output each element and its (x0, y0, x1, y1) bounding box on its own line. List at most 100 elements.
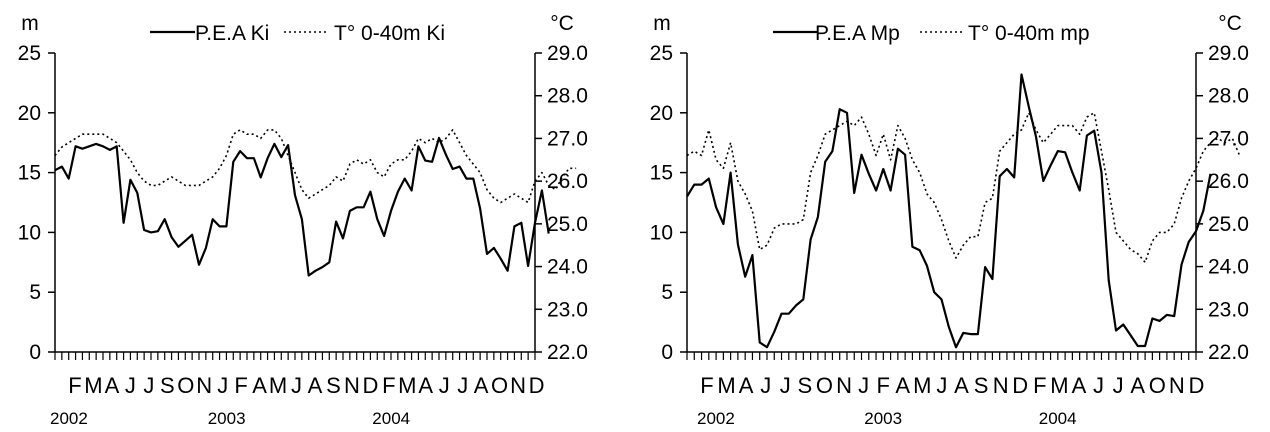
month-label: O (1149, 373, 1166, 398)
month-label: J (858, 373, 869, 398)
month-label: D (362, 373, 378, 398)
month-label: F (234, 373, 247, 398)
left-tick-label: 5 (29, 281, 41, 304)
left-tick-label: 15 (650, 162, 673, 185)
month-label: F (1033, 373, 1046, 398)
left-tick-label: 5 (661, 281, 673, 304)
month-label: D (529, 373, 545, 398)
left-tick-label: 15 (18, 162, 41, 185)
right-tick-label: 29.0 (1208, 42, 1249, 65)
year-label: 2004 (372, 409, 410, 428)
right-tick-label: 23.0 (1208, 298, 1249, 321)
month-label: J (217, 373, 228, 398)
series-line (686, 73, 1212, 349)
month-label: N (344, 373, 360, 398)
right-tick-label: 22.0 (547, 341, 588, 364)
month-label: M (913, 373, 931, 398)
legend-label: P.E.A Ki (195, 22, 269, 45)
month-label: A (954, 373, 969, 398)
left-tick-label: 0 (661, 341, 673, 364)
month-label: O (491, 373, 508, 398)
series-line (54, 136, 550, 277)
month-label: A (739, 373, 754, 398)
year-label: 2004 (1039, 409, 1077, 428)
month-label: M (1050, 373, 1068, 398)
month-label: D (1012, 373, 1028, 398)
chart-panel-mp: m °C 0 5 10 15 20 25 22.0 23.0 24.0 25.0 26.0 27.0 28.… (650, 12, 1249, 428)
right-tick-label: 28.0 (547, 85, 588, 108)
year-label: 2003 (864, 409, 902, 428)
year-label: 2003 (208, 409, 246, 428)
month-label: N (993, 373, 1009, 398)
right-tick-label: 24.0 (1208, 256, 1249, 279)
month-label: J (760, 373, 771, 398)
right-tick-label: 26.0 (547, 170, 588, 193)
right-tick-label: 27.0 (1208, 127, 1249, 150)
month-label: A (418, 373, 433, 398)
month-label: A (474, 373, 489, 398)
month-label: M (269, 373, 287, 398)
month-label: N (196, 373, 212, 398)
month-label: J (1113, 373, 1124, 398)
right-tick-label: 22.0 (1208, 341, 1249, 364)
month-label: S (974, 373, 989, 398)
month-label: O (177, 373, 194, 398)
legend-label: T° 0-40m Ki (334, 22, 445, 45)
month-label: A (105, 373, 120, 398)
chart-panel-ki: m °C 0 5 10 15 20 25 22.0 23.0 24.0 25.0 26.0 27.0 28.… (18, 12, 588, 428)
right-tick-label: 28.0 (1208, 85, 1249, 108)
month-label: A (1130, 373, 1145, 398)
month-label: J (936, 373, 947, 398)
year-label: 2002 (50, 409, 88, 428)
month-label: J (457, 373, 468, 398)
right-unit-label: °C (1218, 12, 1242, 35)
left-tick-label: 0 (29, 341, 41, 364)
left-tick-label: 25 (650, 42, 673, 65)
series-line (686, 112, 1241, 264)
month-label: F (382, 373, 395, 398)
month-label: J (143, 373, 154, 398)
month-label: J (780, 373, 791, 398)
month-label: S (798, 373, 813, 398)
month-label: A (308, 373, 323, 398)
left-unit-label: m (21, 12, 39, 35)
right-tick-label: 24.0 (547, 256, 588, 279)
month-label: M (717, 373, 735, 398)
left-tick-label: 20 (650, 102, 673, 125)
left-unit-label: m (653, 12, 671, 35)
legend-label: T° 0-40m mp (968, 22, 1090, 45)
month-label: M (84, 373, 102, 398)
left-tick-label: 20 (18, 102, 41, 125)
right-tick-label: 25.0 (1208, 213, 1249, 236)
left-tick-label: 25 (18, 42, 41, 65)
month-label: J (291, 373, 302, 398)
left-tick-label: 10 (650, 221, 673, 244)
month-label: O (816, 373, 833, 398)
month-label: A (252, 373, 267, 398)
month-label: S (326, 373, 341, 398)
year-label: 2002 (697, 409, 735, 428)
month-label: J (1093, 373, 1104, 398)
right-tick-label: 27.0 (547, 127, 588, 150)
month-label: S (160, 373, 175, 398)
right-tick-label: 23.0 (547, 298, 588, 321)
month-label: A (1072, 373, 1087, 398)
month-label: N (1169, 373, 1185, 398)
month-label: N (510, 373, 526, 398)
month-label: F (68, 373, 81, 398)
month-label: J (439, 373, 450, 398)
month-label: N (836, 373, 852, 398)
right-tick-label: 25.0 (547, 213, 588, 236)
month-label: M (398, 373, 416, 398)
month-label: F (876, 373, 889, 398)
month-label: D (1188, 373, 1204, 398)
right-tick-label: 26.0 (1208, 170, 1249, 193)
month-label: J (125, 373, 136, 398)
left-tick-label: 10 (18, 221, 41, 244)
month-label: F (700, 373, 713, 398)
right-unit-label: °C (550, 12, 574, 35)
month-label: A (895, 373, 910, 398)
series-line (54, 129, 577, 204)
legend-label: P.E.A Mp (815, 22, 900, 45)
